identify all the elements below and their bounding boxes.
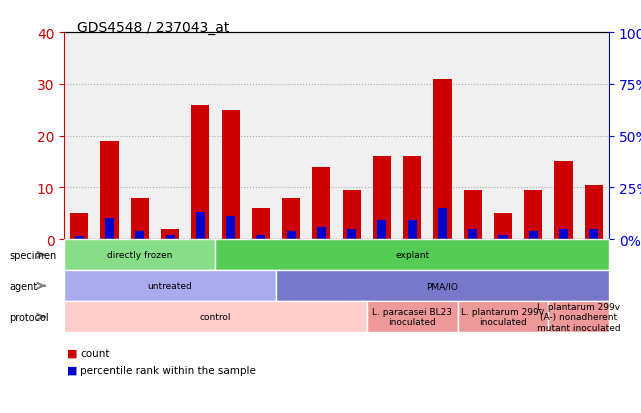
Text: agent: agent [10,281,38,291]
Bar [468,229,478,240]
Bar [494,214,512,240]
Text: control: control [200,313,231,321]
Bar [101,141,119,240]
Text: percentile rank within the sample: percentile rank within the sample [80,365,256,375]
Bar [105,219,114,240]
Text: explant: explant [395,251,429,259]
Bar [433,79,451,240]
Bar [347,229,356,240]
Bar [529,231,538,240]
Bar [312,167,331,240]
Bar [191,105,210,240]
Bar [196,213,205,240]
Bar [373,157,391,240]
Bar [165,235,174,240]
Bar [252,209,270,240]
Bar [408,221,417,240]
Bar [499,235,508,240]
Text: ■: ■ [67,348,78,358]
Text: untreated: untreated [147,282,192,290]
Text: ■: ■ [67,365,78,375]
Bar [287,231,296,240]
Bar [403,157,421,240]
Bar [438,209,447,240]
Bar [378,221,387,240]
Bar [256,235,265,240]
Bar [161,229,179,240]
Text: GDS4548 / 237043_at: GDS4548 / 237043_at [77,21,229,35]
Bar [75,236,84,240]
Text: specimen: specimen [10,250,57,260]
Text: L. paracasei BL23
inoculated: L. paracasei BL23 inoculated [372,307,452,327]
Text: PMA/IO: PMA/IO [426,282,458,290]
Text: L. plantarum 299v
inoculated: L. plantarum 299v inoculated [462,307,545,327]
Bar [317,227,326,240]
Text: L. plantarum 299v
(A-) nonadherent
mutant inoculated: L. plantarum 299v (A-) nonadherent mutan… [537,302,620,332]
Bar [559,229,568,240]
Bar [524,190,542,240]
Text: protocol: protocol [10,312,49,322]
Bar [70,214,88,240]
Bar [135,231,144,240]
Bar [222,110,240,240]
Text: count: count [80,348,110,358]
Bar [131,198,149,240]
Bar [226,217,235,240]
Text: directly frozen: directly frozen [107,251,172,259]
Bar [585,185,603,240]
Bar [342,190,361,240]
Bar [282,198,300,240]
Bar [463,190,482,240]
Bar [554,162,572,240]
Bar [589,229,598,240]
